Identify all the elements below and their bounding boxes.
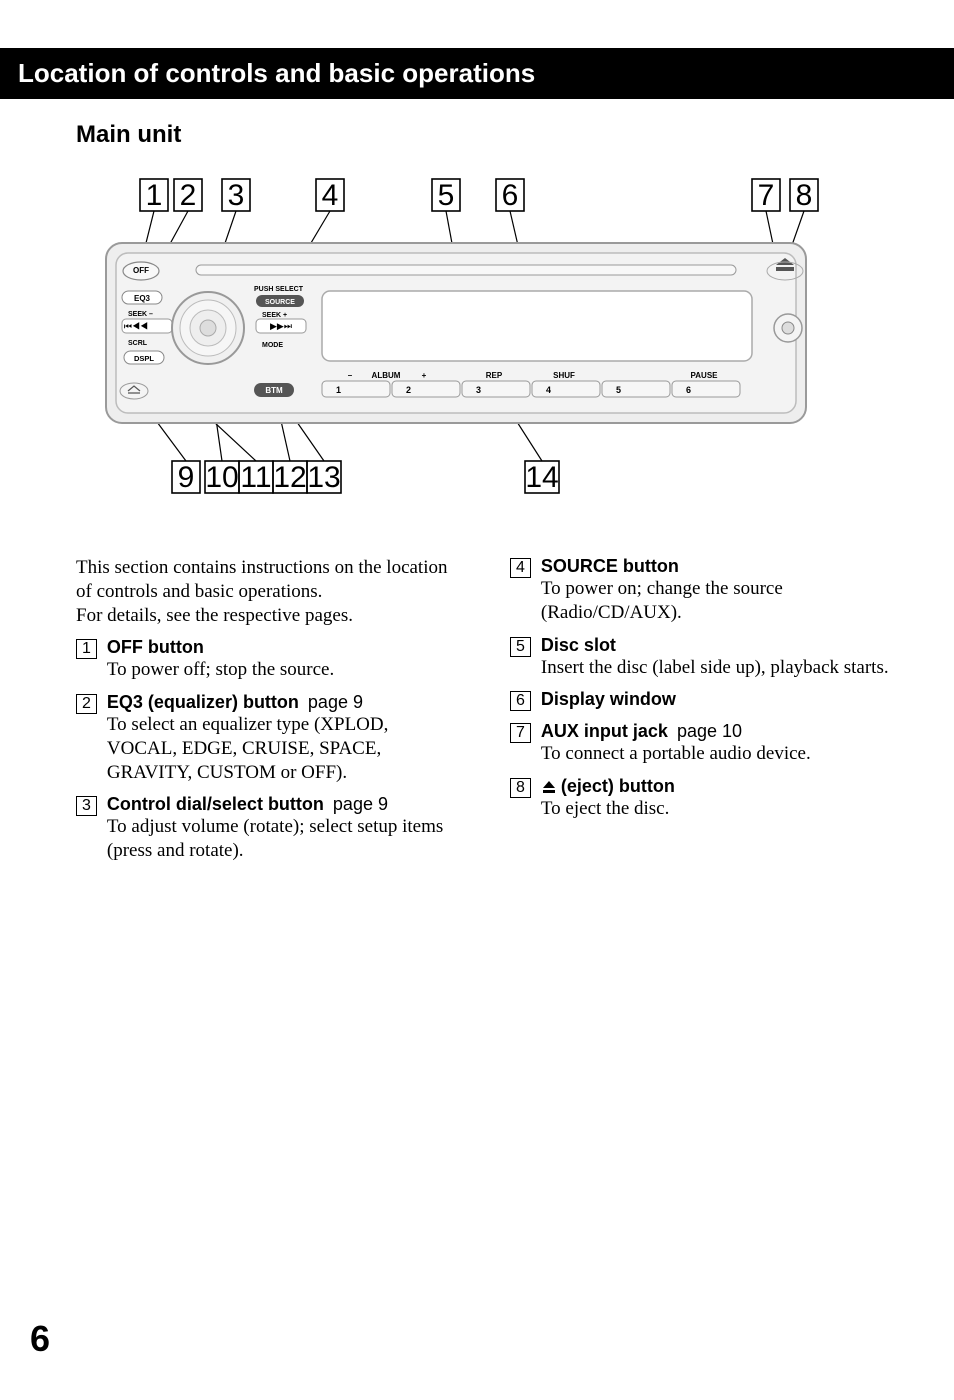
item-title: AUX input jack page 10 — [541, 721, 896, 742]
control-item: 4 SOURCE buttonTo power on; change the so… — [510, 556, 896, 625]
item-title: (eject) button — [541, 776, 896, 797]
item-title: OFF button — [107, 637, 462, 658]
svg-text:13: 13 — [307, 461, 340, 494]
svg-text:1: 1 — [146, 179, 163, 212]
svg-text:6: 6 — [686, 385, 691, 395]
svg-text:12: 12 — [273, 461, 306, 494]
svg-text:4: 4 — [322, 179, 339, 212]
svg-text:10: 10 — [205, 461, 238, 494]
svg-text:SEEK –: SEEK – — [128, 311, 153, 318]
svg-text:8: 8 — [796, 179, 813, 212]
page-ref: page 10 — [672, 721, 742, 741]
svg-text:REP: REP — [486, 371, 503, 380]
svg-text:1: 1 — [336, 385, 341, 395]
unit-diagram: 12345678 91011121314 OFF EQ3 SEEK – ⏮◀◀ … — [76, 173, 836, 508]
item-desc: To adjust volume (rotate); select setup … — [107, 815, 462, 863]
svg-text:–: – — [348, 371, 353, 380]
item-desc: To power on; change the source (Radio/CD… — [541, 577, 896, 625]
svg-text:PAUSE: PAUSE — [691, 371, 719, 380]
svg-text:7: 7 — [758, 179, 775, 212]
page-ref: page 9 — [328, 794, 388, 814]
svg-text:11: 11 — [240, 461, 271, 494]
control-item: 2 EQ3 (equalizer) button page 9To select … — [76, 692, 462, 784]
item-title: Control dial/select button page 9 — [107, 794, 462, 815]
svg-text:SHUF: SHUF — [553, 371, 575, 380]
callout-number: 2 — [76, 694, 97, 714]
control-item: 6 Display window — [510, 689, 896, 711]
page-ref: page 9 — [303, 692, 363, 712]
svg-text:+: + — [422, 371, 427, 380]
svg-text:PUSH SELECT: PUSH SELECT — [254, 286, 304, 293]
left-column: This section contains instructions on th… — [76, 556, 462, 873]
page-number: 6 — [30, 1318, 50, 1360]
intro-line-1: This section contains instructions on th… — [76, 556, 462, 604]
right-column: 4 SOURCE buttonTo power on; change the so… — [510, 556, 896, 831]
control-item: 8 (eject) buttonTo eject the disc. — [510, 776, 896, 821]
callout-number: 8 — [510, 778, 531, 798]
control-item: 1 OFF buttonTo power off; stop the source… — [76, 637, 462, 682]
item-title: EQ3 (equalizer) button page 9 — [107, 692, 462, 713]
svg-text:2: 2 — [180, 179, 197, 212]
svg-text:EQ3: EQ3 — [134, 294, 151, 303]
item-desc: Insert the disc (label side up), playbac… — [541, 656, 896, 680]
section-title: Main unit — [76, 121, 954, 149]
intro-line-2: For details, see the respective pages. — [76, 604, 462, 628]
svg-text:ALBUM: ALBUM — [372, 371, 401, 380]
item-desc: To power off; stop the source. — [107, 658, 462, 682]
svg-text:▶▶⏭: ▶▶⏭ — [270, 321, 292, 331]
svg-text:5: 5 — [438, 179, 455, 212]
svg-text:6: 6 — [502, 179, 519, 212]
svg-text:3: 3 — [228, 179, 245, 212]
svg-text:9: 9 — [178, 461, 195, 494]
item-title: Disc slot — [541, 635, 896, 656]
item-desc: To select an equalizer type (XPLOD, VOCA… — [107, 713, 462, 784]
intro-block: This section contains instructions on th… — [76, 556, 896, 873]
callout-number: 3 — [76, 796, 97, 816]
svg-text:BTM: BTM — [265, 386, 283, 395]
item-title: SOURCE button — [541, 556, 896, 577]
svg-text:3: 3 — [476, 385, 481, 395]
svg-text:2: 2 — [406, 385, 411, 395]
callout-number: 7 — [510, 723, 531, 743]
callout-number: 4 — [510, 558, 531, 578]
item-desc: To connect a portable audio device. — [541, 742, 896, 766]
item-desc: To eject the disc. — [541, 797, 896, 821]
page-header: Location of controls and basic operation… — [0, 48, 954, 99]
callout-number: 1 — [76, 639, 97, 659]
svg-text:DSPL: DSPL — [134, 354, 154, 363]
svg-text:OFF: OFF — [133, 266, 149, 275]
svg-text:4: 4 — [546, 385, 551, 395]
item-title: Display window — [541, 689, 896, 710]
svg-text:SEEK +: SEEK + — [262, 312, 287, 319]
svg-text:14: 14 — [525, 461, 558, 494]
callout-number: 6 — [510, 691, 531, 711]
control-item: 3 Control dial/select button page 9To adj… — [76, 794, 462, 863]
svg-text:SCRL: SCRL — [128, 340, 148, 347]
control-item: 7 AUX input jack page 10To connect a port… — [510, 721, 896, 766]
control-item: 5 Disc slotInsert the disc (label side up… — [510, 635, 896, 680]
svg-text:SOURCE: SOURCE — [265, 299, 295, 306]
callout-number: 5 — [510, 637, 531, 657]
svg-text:MODE: MODE — [262, 342, 283, 349]
svg-text:⏮◀◀: ⏮◀◀ — [124, 321, 148, 331]
svg-text:5: 5 — [616, 385, 621, 395]
